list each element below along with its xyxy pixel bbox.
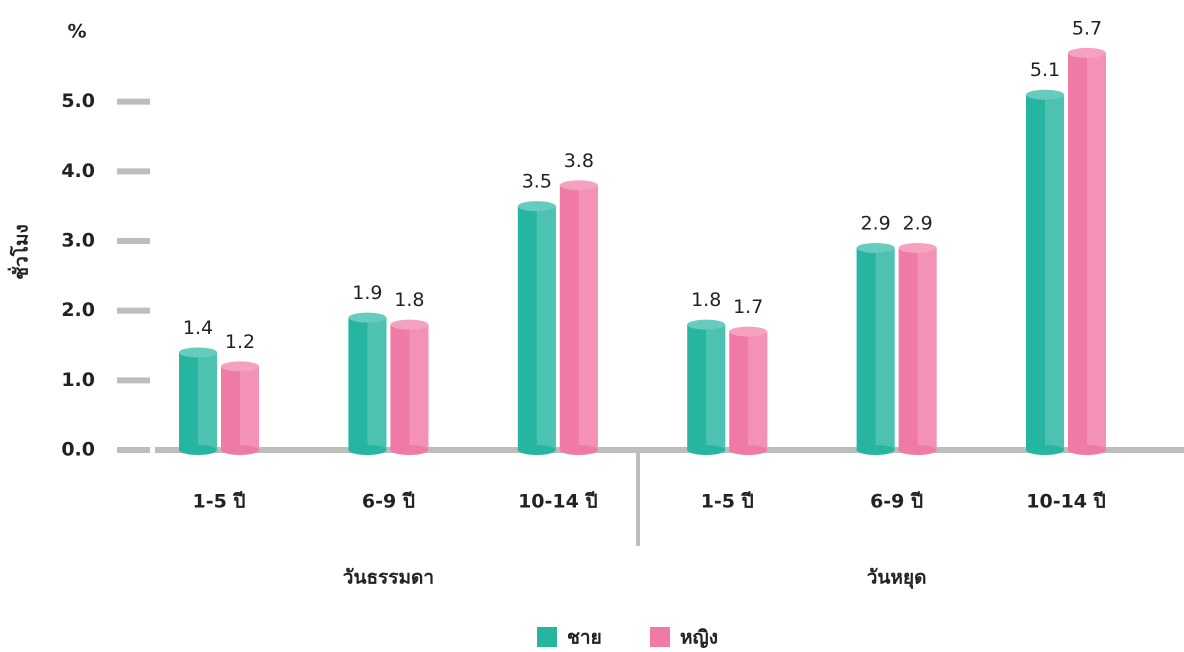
legend-label: ชาย [567,627,602,649]
data-label: 1.4 [183,317,213,339]
x-tick-label: 1-5 ปี [192,491,245,513]
x-tick-label: 10-14 ปี [518,491,597,513]
y-tick-label: 1.0 [61,369,95,391]
bar-bottom [348,445,387,455]
y-tick-label: 3.0 [61,230,95,252]
bar-top [856,242,895,253]
y-tick-label: 2.0 [61,299,95,321]
group-label: วันหยุด [867,567,927,590]
bar-highlight [536,206,556,450]
data-label: 5.7 [1072,17,1102,39]
bar-highlight [367,317,387,450]
bar-highlight [706,324,726,450]
bar-highlight [875,247,895,450]
data-label: 1.8 [691,289,721,311]
bar-highlight [1045,94,1064,450]
bar-highlight [578,185,598,450]
bar-highlight [240,366,259,450]
bar-bottom [687,445,726,455]
bar-top [898,242,937,253]
bar-bottom [1068,445,1106,455]
y-axis-label: ชั่วโมง [8,224,33,280]
bar-highlight [748,331,768,450]
group-label: วันธรรมดา [343,567,434,589]
x-tick-label: 6-9 ปี [362,491,415,513]
bar-highlight [1087,52,1106,451]
bar-bottom [221,445,259,455]
bar-bottom [1026,445,1064,455]
bar-top [179,347,217,358]
data-label: 5.1 [1030,59,1060,81]
data-label: 1.7 [733,296,763,318]
bar-top [348,312,387,323]
data-label: 3.8 [564,150,594,172]
data-label: 1.9 [352,282,382,304]
legend-label: หญิง [680,627,718,649]
bar-bottom [179,445,217,455]
bar-top [390,319,429,330]
bar-highlight [198,352,217,450]
y-unit: % [67,21,86,43]
bar-highlight [917,247,937,450]
y-tick-label: 0.0 [61,439,95,461]
bar-bottom [898,445,937,455]
x-tick-label: 6-9 ปี [870,491,923,513]
bar-bottom [729,445,768,455]
data-label: 2.9 [860,212,890,234]
bar-bottom [517,445,556,455]
bar-bottom [856,445,895,455]
bar-top [221,361,259,372]
bar-top [517,201,556,212]
data-label: 3.5 [522,171,552,193]
y-tick-label: 5.0 [61,90,95,112]
data-label: 1.2 [225,331,255,353]
bar-highlight [409,324,429,450]
bar-top [559,180,598,191]
legend-swatch [537,627,557,647]
x-tick-label: 10-14 ปี [1026,491,1105,513]
bar-bottom [559,445,598,455]
x-tick-label: 1-5 ปี [701,491,754,513]
bar-bottom [390,445,429,455]
legend-swatch [650,627,670,647]
data-label: 2.9 [902,212,932,234]
bar-top [1068,47,1106,58]
bar-top [1026,89,1064,100]
y-tick-label: 4.0 [61,160,95,182]
bar-top [687,319,726,330]
bar-top [729,326,768,337]
data-label: 1.8 [394,289,424,311]
